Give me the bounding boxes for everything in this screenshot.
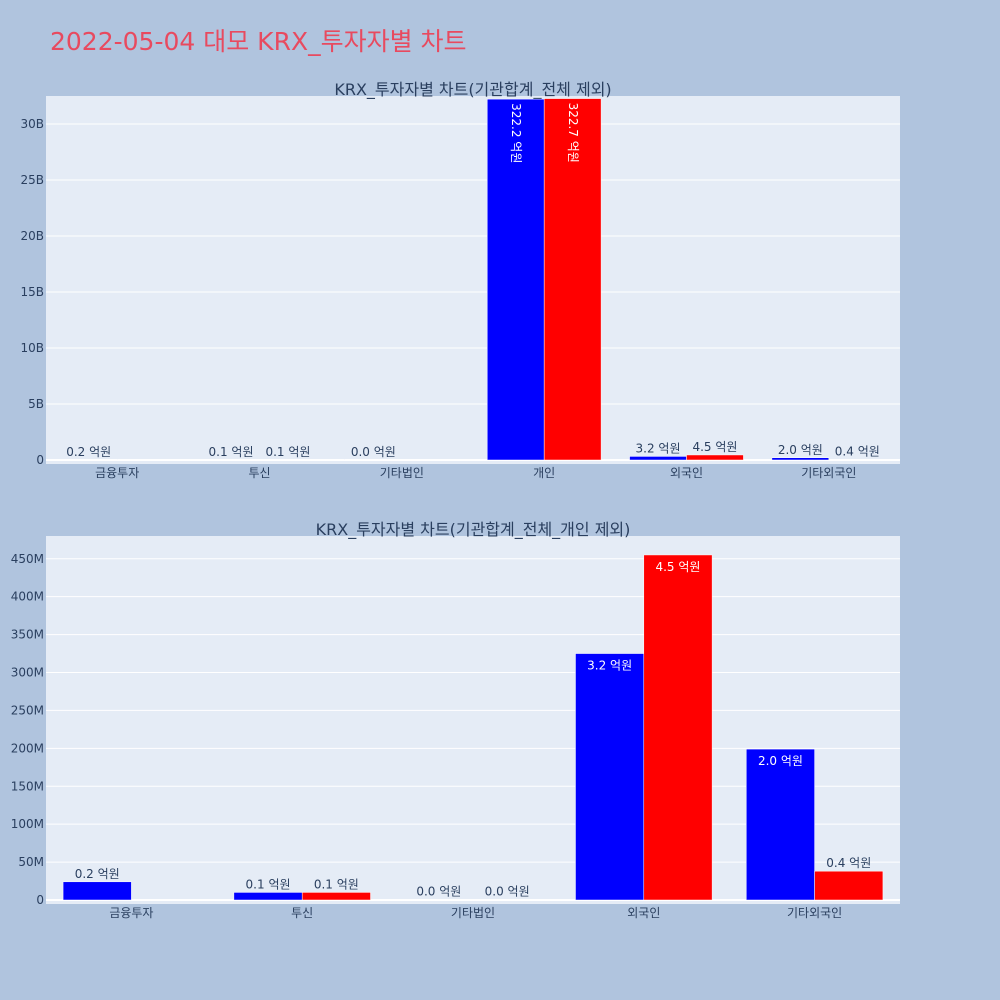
data-label: 0.4 억원 bbox=[826, 856, 871, 870]
data-label: 0.4 억원 bbox=[835, 445, 880, 459]
x-tick-label: 금융투자 bbox=[109, 906, 153, 920]
data-label: 3.2 억원 bbox=[587, 659, 632, 673]
data-label: 4.5 억원 bbox=[655, 560, 700, 574]
bar bbox=[814, 870, 884, 901]
y-tick-label: 150M bbox=[11, 779, 44, 793]
y-tick-label: 250M bbox=[11, 703, 44, 717]
bar bbox=[575, 653, 645, 901]
data-label: 0.0 억원 bbox=[416, 885, 461, 899]
bar bbox=[301, 892, 371, 901]
bar bbox=[59, 459, 118, 461]
y-tick-label: 20B bbox=[20, 229, 44, 243]
x-tick-label: 기타법인 bbox=[380, 466, 424, 480]
bar bbox=[259, 459, 317, 461]
x-tick-label: 외국인 bbox=[670, 466, 703, 480]
bar bbox=[344, 459, 403, 461]
x-tick-label: 외국인 bbox=[627, 906, 660, 920]
bar bbox=[404, 899, 474, 901]
x-tick-label: 기타법인 bbox=[451, 906, 495, 920]
y-tick-label: 0 bbox=[36, 893, 44, 907]
bar bbox=[686, 454, 744, 461]
data-label: 0.1 억원 bbox=[265, 445, 310, 459]
plot-area bbox=[46, 96, 900, 464]
bar bbox=[771, 457, 830, 461]
y-tick-label: 350M bbox=[11, 628, 44, 642]
bar bbox=[746, 748, 815, 901]
page-title: 2022-05-04 대모 KRX_투자자별 차트 bbox=[50, 27, 467, 56]
y-tick-label: 25B bbox=[20, 173, 44, 187]
y-tick-label: 30B bbox=[20, 117, 44, 131]
data-label: 322.2 억원 bbox=[509, 103, 523, 163]
data-label: 4.5 억원 bbox=[692, 440, 737, 454]
bar bbox=[202, 459, 260, 461]
chart-1: 0 5B 10B 15B 20B 25B 30B KRX_투자자별 차트(기관합계_전체 제외… bbox=[20, 80, 900, 480]
bar bbox=[62, 881, 132, 901]
y-tick-label: 200M bbox=[11, 741, 44, 755]
chart-2: 0 50M 100M 150M 200M 250M 300M 350M 400M 450M KRX_… bbox=[11, 520, 900, 920]
y-tick-label: 50M bbox=[18, 855, 44, 869]
data-label: 322.7 억원 bbox=[566, 103, 580, 163]
y-tick-label: 0 bbox=[36, 453, 44, 467]
data-label: 0.1 억원 bbox=[246, 877, 291, 891]
bar bbox=[486, 98, 545, 461]
chart-title: KRX_투자자별 차트(기관합계_전체_개인 제외) bbox=[316, 520, 631, 540]
y-tick-label: 15B bbox=[20, 285, 44, 299]
y-tick-label: 300M bbox=[11, 666, 44, 680]
bar bbox=[472, 899, 542, 901]
y-tick-label: 5B bbox=[28, 397, 44, 411]
bar bbox=[643, 554, 713, 901]
y-tick-label: 400M bbox=[11, 590, 44, 604]
data-label: 3.2 억원 bbox=[636, 441, 681, 455]
bar bbox=[828, 459, 887, 461]
data-label: 0.1 억원 bbox=[209, 445, 254, 459]
x-tick-label: 금융투자 bbox=[95, 466, 139, 480]
data-label: 0.1 억원 bbox=[314, 877, 359, 891]
y-tick-label: 100M bbox=[11, 817, 44, 831]
y-tick-label: 450M bbox=[11, 552, 44, 566]
bar bbox=[629, 456, 687, 461]
x-tick-label: 투신 bbox=[291, 906, 313, 920]
x-tick-label: 기타외국인 bbox=[801, 466, 856, 480]
data-label: 0.0 억원 bbox=[351, 445, 396, 459]
bar bbox=[233, 892, 303, 901]
x-tick-label: 투신 bbox=[248, 466, 270, 480]
data-label: 0.2 억원 bbox=[75, 867, 120, 881]
data-label: 0.0 억원 bbox=[485, 885, 530, 899]
data-label: 2.0 억원 bbox=[778, 443, 823, 457]
x-tick-label: 개인 bbox=[533, 466, 555, 480]
y-tick-label: 10B bbox=[20, 341, 44, 355]
data-label: 0.2 억원 bbox=[66, 445, 111, 459]
data-label: 2.0 억원 bbox=[758, 754, 803, 768]
bar bbox=[543, 98, 602, 461]
chart-title: KRX_투자자별 차트(기관합계_전체 제외) bbox=[334, 80, 611, 100]
x-tick-label: 기타외국인 bbox=[787, 906, 842, 920]
